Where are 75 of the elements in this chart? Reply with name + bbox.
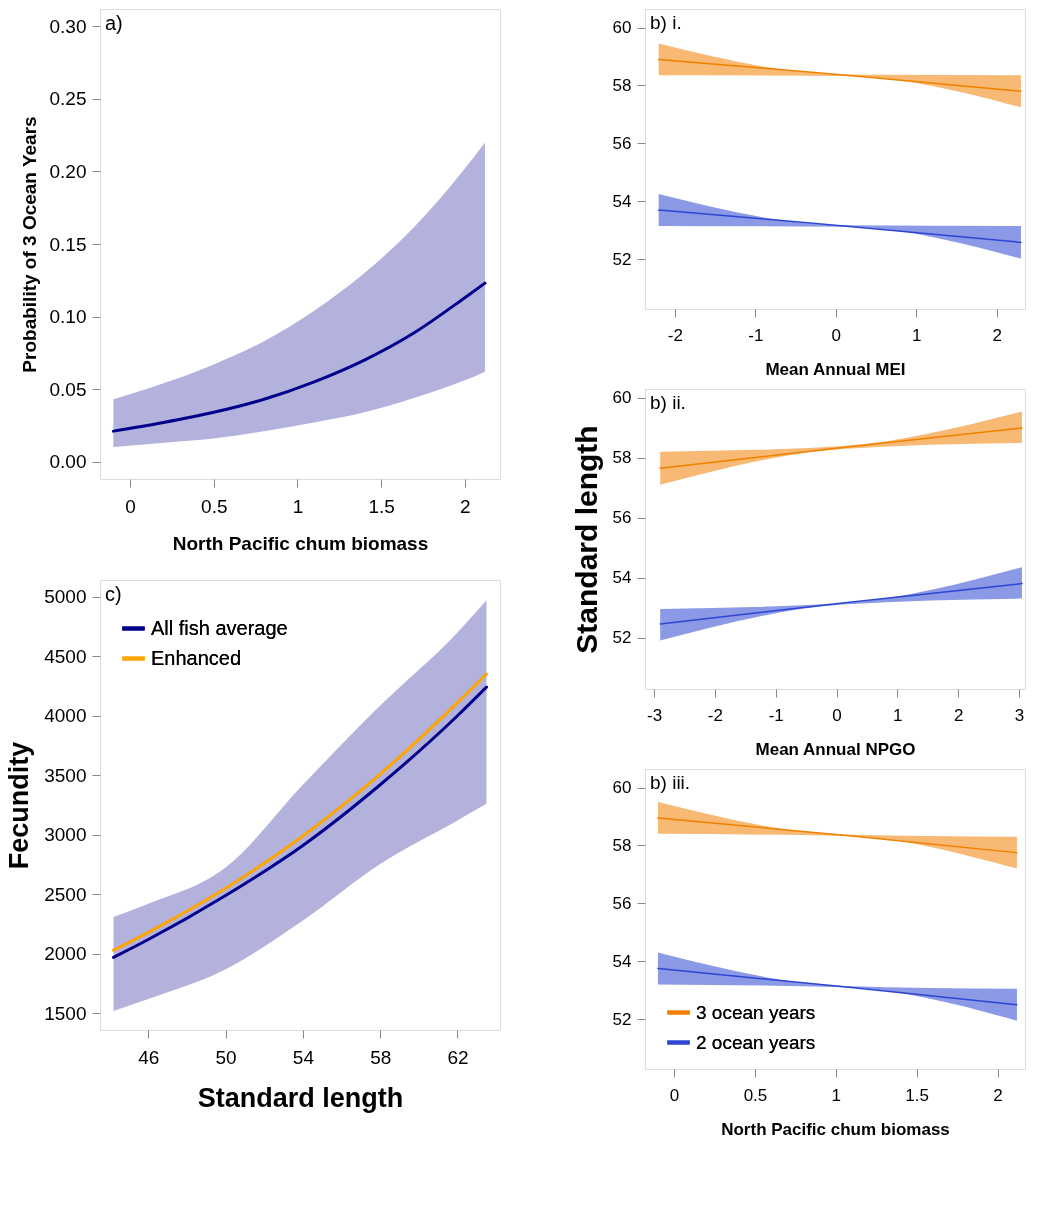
x-tick-label: 1 (292, 495, 304, 517)
y-tick-label: 2000 (44, 943, 87, 965)
y-tick-label: 56 (612, 508, 632, 528)
y-tick-label: 60 (612, 388, 632, 408)
chart-title: b) iii. (650, 772, 691, 793)
legend-label: Enhanced (151, 646, 242, 669)
y-tick-label: 54 (612, 191, 632, 211)
chart-title: b) ii. (650, 392, 686, 413)
y-tick-label: 56 (612, 893, 632, 913)
y-axis-title: Standard length (569, 425, 603, 654)
x-tick-label: 0.5 (743, 1085, 768, 1105)
x-axis-title: North Pacific chum biomass (721, 1119, 950, 1139)
x-tick-label: 0 (125, 495, 136, 517)
x-tick-label: 58 (370, 1046, 392, 1068)
legend-label: 2 ocean years (696, 1031, 816, 1053)
x-axis-title: Mean Annual NPGO (755, 739, 916, 759)
x-tick-label: 0 (831, 325, 842, 345)
y-tick-label: 58 (612, 835, 632, 855)
x-tick-label: 1 (893, 705, 903, 725)
y-tick-label: 0.30 (49, 15, 87, 37)
chart-title: c) (105, 583, 122, 605)
x-tick-label: 1.5 (905, 1085, 929, 1105)
y-tick-label: 4500 (44, 645, 87, 667)
y-tick-label: 3000 (44, 824, 87, 846)
y-tick-label: 54 (612, 568, 632, 588)
y-tick-label: 52 (612, 1009, 632, 1029)
y-tick-label: 5000 (44, 586, 87, 608)
y-tick-label: 2500 (44, 883, 87, 905)
chart-title: b) i. (650, 12, 682, 33)
x-tick-label: -2 (667, 325, 683, 345)
y-tick-label: 56 (612, 133, 632, 153)
y-tick-label: 4000 (44, 705, 87, 727)
x-tick-label: 2 (992, 325, 1003, 345)
y-axis-title: Fecundity (4, 741, 35, 870)
x-tick-label: 2 (953, 705, 964, 725)
y-tick-label: 52 (612, 628, 632, 647)
y-axis-title: Probability of 3 Ocean Years (18, 116, 40, 373)
y-tick-label: 0.10 (49, 306, 87, 328)
y-tick-label: 58 (612, 448, 632, 468)
x-tick-label: 62 (447, 1046, 469, 1068)
chart-title: a) (105, 12, 123, 34)
x-tick-label: -2 (707, 705, 723, 725)
y-tick-label: 60 (612, 18, 632, 38)
x-tick-label: 2 (993, 1085, 1003, 1105)
y-tick-label: 0.15 (49, 233, 87, 255)
y-tick-label: 0.20 (49, 160, 87, 182)
x-tick-label: 3 (1014, 705, 1025, 725)
x-tick-label: -1 (748, 325, 764, 345)
x-tick-label: 1 (912, 325, 922, 345)
y-tick-label: 3500 (44, 764, 87, 786)
x-axis-title: Mean Annual MEI (765, 359, 906, 379)
y-tick-label: 58 (612, 75, 632, 95)
x-tick-label: 0 (832, 705, 842, 725)
x-tick-label: 1 (831, 1085, 842, 1105)
x-tick-label: 1.5 (368, 495, 395, 517)
y-tick-label: 52 (612, 249, 632, 269)
x-tick-label: 50 (215, 1046, 237, 1068)
legend-label: 3 ocean years (696, 1001, 816, 1023)
y-tick-label: 1500 (44, 1002, 87, 1024)
x-tick-label: 2 (460, 495, 471, 517)
x-tick-label: -3 (647, 705, 663, 725)
x-tick-label: -1 (768, 705, 784, 725)
y-tick-label: 0.25 (49, 88, 87, 110)
legend-label: All fish average (151, 616, 288, 639)
y-tick-label: 0.05 (49, 378, 87, 400)
x-tick-label: 0.5 (201, 495, 228, 517)
x-axis-title: North Pacific chum biomass (172, 532, 429, 554)
x-tick-label: 0 (669, 1085, 680, 1105)
y-tick-label: 60 (612, 778, 632, 798)
y-tick-label: 0.00 (49, 451, 87, 473)
x-axis-title: Standard length (197, 1082, 404, 1113)
y-tick-label: 54 (612, 951, 632, 971)
x-tick-label: 54 (292, 1046, 315, 1068)
line-series (111, 281, 487, 433)
x-tick-label: 46 (138, 1046, 160, 1068)
